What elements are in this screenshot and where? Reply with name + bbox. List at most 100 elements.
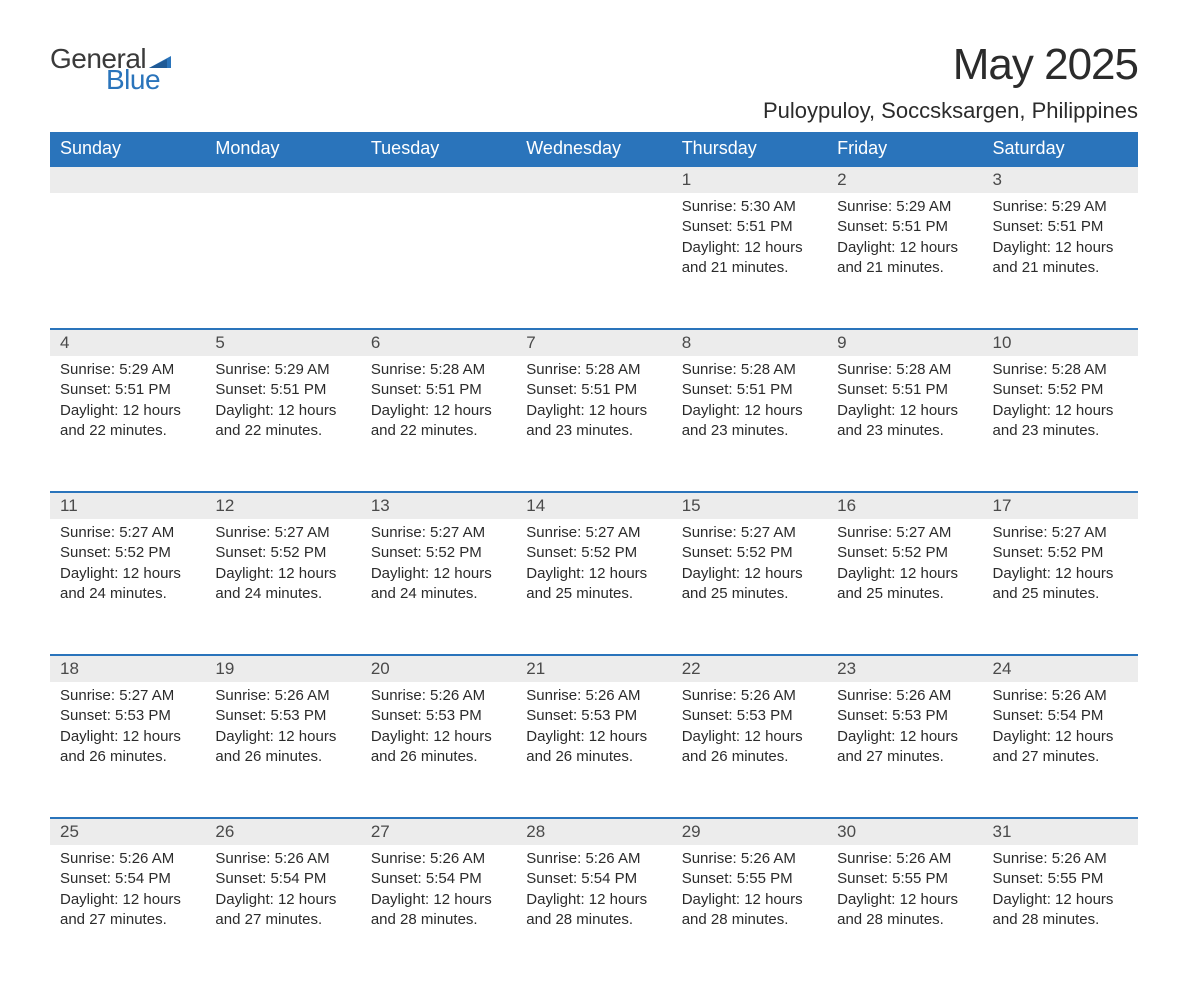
daylight-text: Daylight: 12 hours and 28 minutes. bbox=[371, 890, 506, 931]
sunset-text: Sunset: 5:54 PM bbox=[371, 869, 506, 889]
sunrise-text: Sunrise: 5:28 AM bbox=[682, 360, 817, 380]
day-number-cell: 19 bbox=[205, 655, 360, 682]
sunrise-text: Sunrise: 5:26 AM bbox=[993, 686, 1128, 706]
sunrise-text: Sunrise: 5:27 AM bbox=[837, 523, 972, 543]
sunset-text: Sunset: 5:52 PM bbox=[837, 543, 972, 563]
sunrise-text: Sunrise: 5:26 AM bbox=[837, 686, 972, 706]
brand-logo: General Blue bbox=[50, 46, 171, 92]
sunset-text: Sunset: 5:52 PM bbox=[60, 543, 195, 563]
daylight-text: Daylight: 12 hours and 23 minutes. bbox=[682, 401, 817, 442]
daylight-text: Daylight: 12 hours and 25 minutes. bbox=[837, 564, 972, 605]
daynum-row: 18192021222324 bbox=[50, 655, 1138, 682]
day-number-cell: 9 bbox=[827, 329, 982, 356]
day-number-cell: 20 bbox=[361, 655, 516, 682]
daylight-text: Daylight: 12 hours and 23 minutes. bbox=[837, 401, 972, 442]
day-number-cell: 6 bbox=[361, 329, 516, 356]
day-number-cell: 16 bbox=[827, 492, 982, 519]
sunrise-text: Sunrise: 5:26 AM bbox=[526, 849, 661, 869]
daylight-text: Daylight: 12 hours and 25 minutes. bbox=[526, 564, 661, 605]
day-number-cell: 27 bbox=[361, 818, 516, 845]
week-row: Sunrise: 5:30 AMSunset: 5:51 PMDaylight:… bbox=[50, 193, 1138, 329]
daylight-text: Daylight: 12 hours and 24 minutes. bbox=[215, 564, 350, 605]
weekday-header: Tuesday bbox=[361, 132, 516, 166]
day-body-cell: Sunrise: 5:27 AMSunset: 5:52 PMDaylight:… bbox=[827, 519, 982, 655]
location-subtitle: Puloypuloy, Soccsksargen, Philippines bbox=[763, 98, 1138, 124]
day-body-cell bbox=[205, 193, 360, 329]
day-body-cell: Sunrise: 5:28 AMSunset: 5:51 PMDaylight:… bbox=[361, 356, 516, 492]
weekday-header: Saturday bbox=[983, 132, 1138, 166]
daylight-text: Daylight: 12 hours and 28 minutes. bbox=[837, 890, 972, 931]
brand-name-2: Blue bbox=[106, 67, 171, 92]
sunset-text: Sunset: 5:51 PM bbox=[682, 217, 817, 237]
sunrise-text: Sunrise: 5:27 AM bbox=[526, 523, 661, 543]
day-body-cell: Sunrise: 5:27 AMSunset: 5:52 PMDaylight:… bbox=[672, 519, 827, 655]
sunrise-text: Sunrise: 5:27 AM bbox=[60, 686, 195, 706]
daylight-text: Daylight: 12 hours and 26 minutes. bbox=[60, 727, 195, 768]
sunset-text: Sunset: 5:52 PM bbox=[371, 543, 506, 563]
week-row: Sunrise: 5:29 AMSunset: 5:51 PMDaylight:… bbox=[50, 356, 1138, 492]
day-body-cell: Sunrise: 5:29 AMSunset: 5:51 PMDaylight:… bbox=[205, 356, 360, 492]
day-body-cell: Sunrise: 5:26 AMSunset: 5:53 PMDaylight:… bbox=[516, 682, 671, 818]
day-body-cell: Sunrise: 5:26 AMSunset: 5:54 PMDaylight:… bbox=[361, 845, 516, 981]
day-body-cell: Sunrise: 5:26 AMSunset: 5:54 PMDaylight:… bbox=[983, 682, 1138, 818]
day-number-cell: 13 bbox=[361, 492, 516, 519]
week-row: Sunrise: 5:26 AMSunset: 5:54 PMDaylight:… bbox=[50, 845, 1138, 981]
daylight-text: Daylight: 12 hours and 26 minutes. bbox=[215, 727, 350, 768]
daylight-text: Daylight: 12 hours and 21 minutes. bbox=[993, 238, 1128, 279]
sunset-text: Sunset: 5:54 PM bbox=[60, 869, 195, 889]
daylight-text: Daylight: 12 hours and 26 minutes. bbox=[682, 727, 817, 768]
day-number-cell: 26 bbox=[205, 818, 360, 845]
daylight-text: Daylight: 12 hours and 27 minutes. bbox=[993, 727, 1128, 768]
day-number-cell: 25 bbox=[50, 818, 205, 845]
day-number-cell bbox=[205, 166, 360, 193]
sunrise-text: Sunrise: 5:26 AM bbox=[682, 686, 817, 706]
sunset-text: Sunset: 5:54 PM bbox=[993, 706, 1128, 726]
day-number-cell: 4 bbox=[50, 329, 205, 356]
page-header: General Blue May 2025 Puloypuloy, Soccsk… bbox=[50, 40, 1138, 124]
day-body-cell: Sunrise: 5:27 AMSunset: 5:53 PMDaylight:… bbox=[50, 682, 205, 818]
day-body-cell: Sunrise: 5:30 AMSunset: 5:51 PMDaylight:… bbox=[672, 193, 827, 329]
sunset-text: Sunset: 5:52 PM bbox=[682, 543, 817, 563]
day-body-cell: Sunrise: 5:29 AMSunset: 5:51 PMDaylight:… bbox=[827, 193, 982, 329]
sunrise-text: Sunrise: 5:27 AM bbox=[993, 523, 1128, 543]
sunset-text: Sunset: 5:51 PM bbox=[837, 380, 972, 400]
day-number-cell: 5 bbox=[205, 329, 360, 356]
daylight-text: Daylight: 12 hours and 25 minutes. bbox=[993, 564, 1128, 605]
day-number-cell: 23 bbox=[827, 655, 982, 682]
weekday-header: Wednesday bbox=[516, 132, 671, 166]
daynum-row: 11121314151617 bbox=[50, 492, 1138, 519]
daylight-text: Daylight: 12 hours and 26 minutes. bbox=[526, 727, 661, 768]
day-body-cell: Sunrise: 5:26 AMSunset: 5:53 PMDaylight:… bbox=[205, 682, 360, 818]
sunset-text: Sunset: 5:52 PM bbox=[993, 543, 1128, 563]
daylight-text: Daylight: 12 hours and 27 minutes. bbox=[60, 890, 195, 931]
weekday-header: Monday bbox=[205, 132, 360, 166]
weekday-header: Thursday bbox=[672, 132, 827, 166]
sunrise-text: Sunrise: 5:29 AM bbox=[837, 197, 972, 217]
day-number-cell: 31 bbox=[983, 818, 1138, 845]
daylight-text: Daylight: 12 hours and 28 minutes. bbox=[682, 890, 817, 931]
day-body-cell: Sunrise: 5:29 AMSunset: 5:51 PMDaylight:… bbox=[983, 193, 1138, 329]
day-number-cell: 10 bbox=[983, 329, 1138, 356]
day-body-cell: Sunrise: 5:27 AMSunset: 5:52 PMDaylight:… bbox=[516, 519, 671, 655]
day-number-cell: 24 bbox=[983, 655, 1138, 682]
day-body-cell bbox=[361, 193, 516, 329]
sunset-text: Sunset: 5:53 PM bbox=[682, 706, 817, 726]
day-body-cell bbox=[516, 193, 671, 329]
sunset-text: Sunset: 5:51 PM bbox=[526, 380, 661, 400]
day-body-cell: Sunrise: 5:27 AMSunset: 5:52 PMDaylight:… bbox=[205, 519, 360, 655]
day-number-cell: 30 bbox=[827, 818, 982, 845]
sunset-text: Sunset: 5:54 PM bbox=[526, 869, 661, 889]
weekday-header-row: SundayMondayTuesdayWednesdayThursdayFrid… bbox=[50, 132, 1138, 166]
daylight-text: Daylight: 12 hours and 28 minutes. bbox=[526, 890, 661, 931]
sunrise-text: Sunrise: 5:27 AM bbox=[60, 523, 195, 543]
day-number-cell: 17 bbox=[983, 492, 1138, 519]
sunrise-text: Sunrise: 5:27 AM bbox=[371, 523, 506, 543]
day-number-cell: 12 bbox=[205, 492, 360, 519]
day-number-cell: 22 bbox=[672, 655, 827, 682]
day-body-cell: Sunrise: 5:27 AMSunset: 5:52 PMDaylight:… bbox=[983, 519, 1138, 655]
day-body-cell: Sunrise: 5:26 AMSunset: 5:55 PMDaylight:… bbox=[827, 845, 982, 981]
sunset-text: Sunset: 5:51 PM bbox=[371, 380, 506, 400]
daylight-text: Daylight: 12 hours and 23 minutes. bbox=[526, 401, 661, 442]
sunrise-text: Sunrise: 5:27 AM bbox=[682, 523, 817, 543]
sunset-text: Sunset: 5:52 PM bbox=[993, 380, 1128, 400]
